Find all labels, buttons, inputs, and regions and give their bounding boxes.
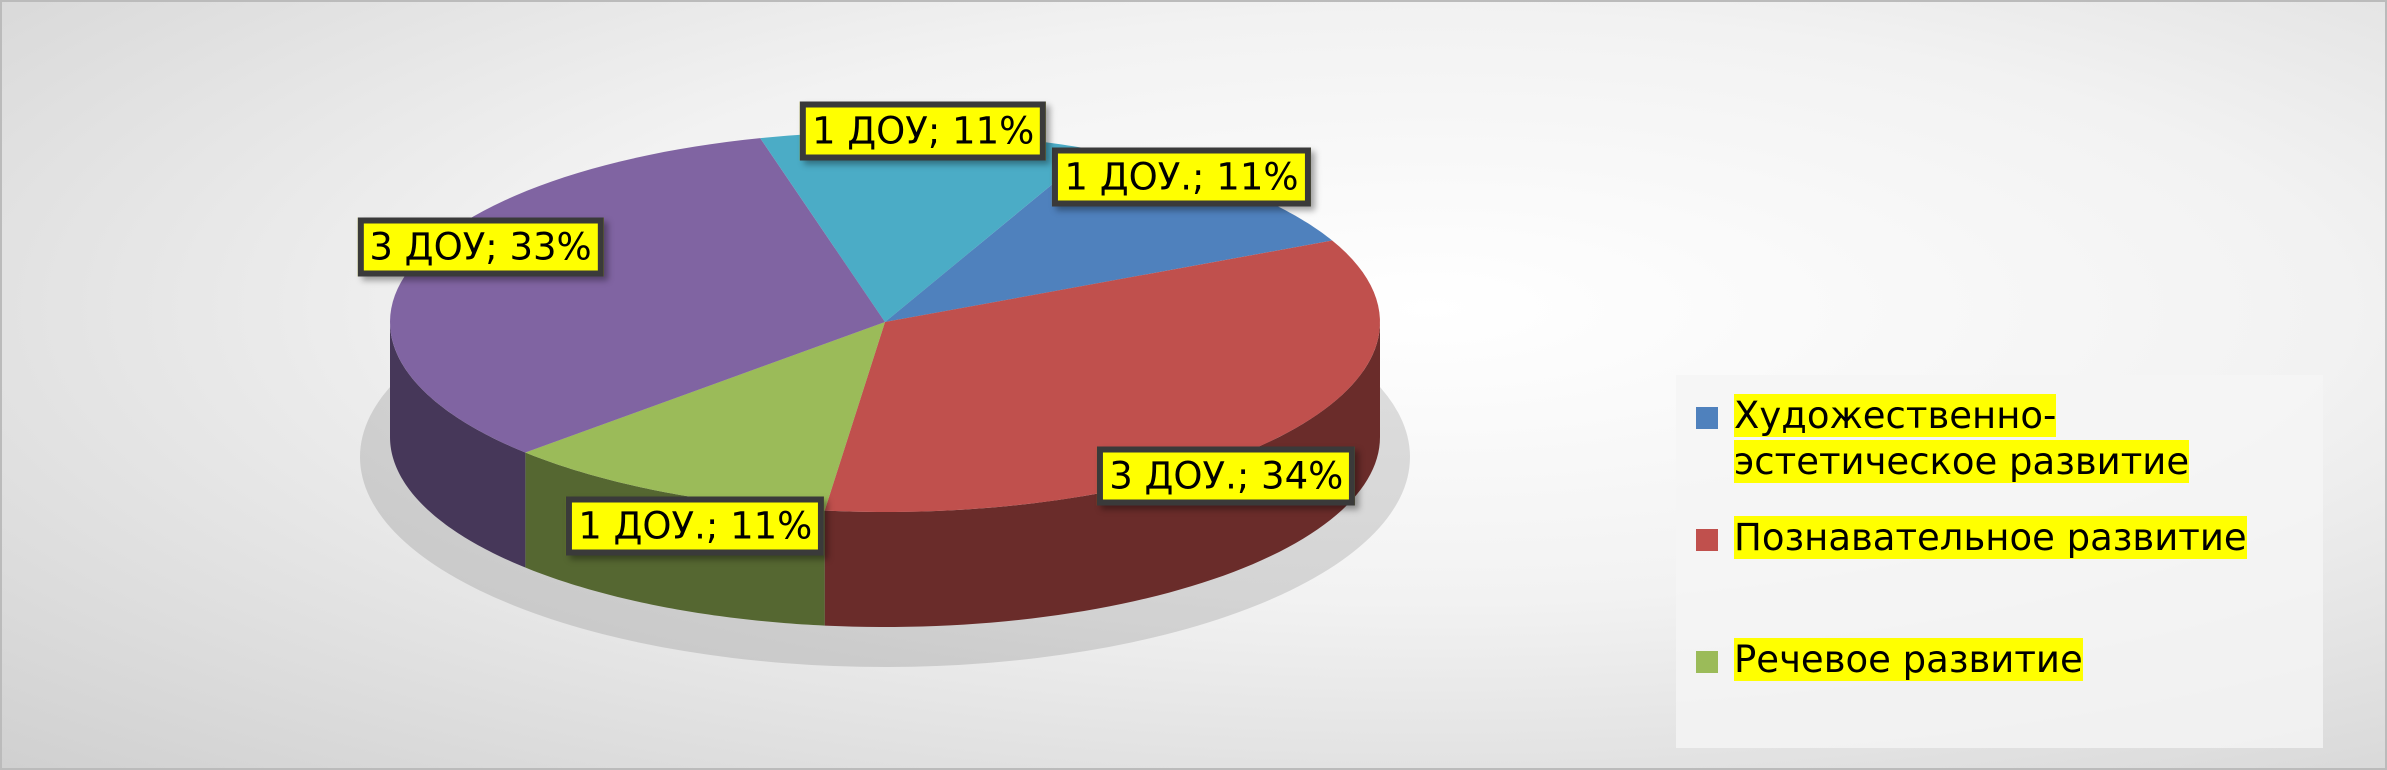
slice xyxy=(824,240,1380,512)
data-label: 3 ДОУ.; 34% xyxy=(1097,446,1356,506)
legend-label: Художественно-эстетическое развитие xyxy=(1734,394,2190,483)
legend-label: Познавательное развитие xyxy=(1734,516,2247,559)
data-label: 1 ДОУ.; 11% xyxy=(566,496,825,556)
legend-swatch xyxy=(1696,651,1718,673)
data-label: 1 ДОУ; 11% xyxy=(799,101,1047,161)
legend: Художественно-эстетическое развитие Позна… xyxy=(1676,375,2323,748)
legend-item: Художественно-эстетическое развитие xyxy=(1696,393,2296,485)
legend-swatch xyxy=(1696,407,1718,429)
slice-side xyxy=(390,322,526,568)
data-label: 1 ДОУ.; 11% xyxy=(1052,147,1311,207)
legend-swatch xyxy=(1696,529,1718,551)
slice xyxy=(760,132,1095,322)
slice xyxy=(390,138,885,453)
legend-item: Речевое развитие xyxy=(1696,637,2296,683)
slice xyxy=(525,322,885,511)
legend-item: Познавательное развитие xyxy=(1696,515,2296,561)
legend-label: Речевое развитие xyxy=(1734,638,2083,681)
slice-side xyxy=(824,322,1380,627)
data-label: 3 ДОУ; 33% xyxy=(357,217,604,277)
